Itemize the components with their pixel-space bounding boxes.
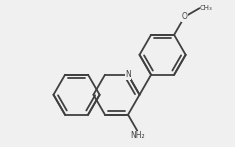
Text: O: O: [182, 12, 188, 21]
Text: NH₂: NH₂: [130, 131, 145, 140]
Text: CH₃: CH₃: [200, 5, 213, 11]
Text: N: N: [125, 70, 131, 79]
